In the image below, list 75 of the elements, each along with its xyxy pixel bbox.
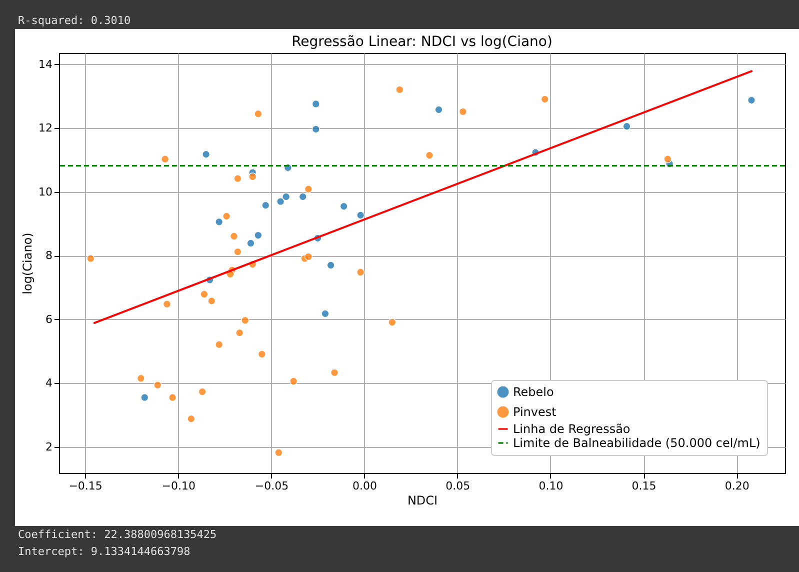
point <box>262 201 270 210</box>
point <box>304 252 313 261</box>
y-tick-label: 10 <box>38 185 52 198</box>
legend-label: Limite de Balneabilidade (50.000 cel/mL) <box>513 436 760 450</box>
x-tick-label: 0.00 <box>352 480 378 492</box>
point <box>664 155 672 164</box>
point <box>326 261 335 270</box>
point <box>161 155 170 164</box>
point <box>234 248 242 256</box>
point <box>136 374 146 382</box>
y-tick-label: 2 <box>46 440 52 454</box>
point <box>235 328 244 337</box>
point <box>140 393 149 402</box>
point <box>330 368 339 377</box>
point <box>234 174 242 183</box>
point <box>276 197 285 206</box>
legend-label: Pinvest <box>513 405 557 419</box>
point <box>254 231 262 240</box>
x-axis-title: NDCI <box>407 494 438 508</box>
y-tick-label: 4 <box>46 376 52 390</box>
point <box>356 268 365 276</box>
text: Coefficient: 22.38800968135425 <box>17 527 218 543</box>
x-tick-label: −0.05 <box>254 480 289 492</box>
x-tick-label: 0.20 <box>724 480 750 492</box>
point <box>254 110 262 118</box>
point <box>246 239 255 248</box>
point <box>356 211 365 220</box>
point <box>321 310 330 318</box>
x-tick-label: 0.05 <box>446 480 470 492</box>
point <box>540 95 549 104</box>
point <box>396 86 404 94</box>
point <box>312 125 320 134</box>
point <box>154 380 162 390</box>
y-tick-label: 14 <box>38 58 52 71</box>
point <box>198 388 206 396</box>
point <box>434 106 443 114</box>
point <box>230 232 238 240</box>
point <box>298 192 307 201</box>
legend-label: Linha de Regressão <box>513 422 630 436</box>
point <box>222 212 231 220</box>
x-tick-label: 0.10 <box>538 480 564 492</box>
text: Intercept: 9.1334144663798 <box>17 544 192 560</box>
point <box>458 108 468 116</box>
point <box>289 377 298 386</box>
point <box>202 150 210 158</box>
point <box>622 122 631 130</box>
point <box>312 100 320 108</box>
point <box>187 414 196 423</box>
text: R-squared: 0.3010 <box>17 13 132 29</box>
point <box>162 300 172 308</box>
point <box>340 202 348 210</box>
point <box>388 318 396 326</box>
y-tick-label: 6 <box>46 312 52 326</box>
point <box>168 393 177 402</box>
point <box>86 254 95 263</box>
point <box>208 296 216 306</box>
point <box>747 96 756 104</box>
legend-label: Rebelo <box>513 385 554 399</box>
point <box>241 316 250 324</box>
point <box>274 448 283 457</box>
y-tick-label: 8 <box>46 249 52 262</box>
y-axis-title: log(Ciano) <box>20 232 35 294</box>
point <box>214 340 224 349</box>
point <box>214 218 224 226</box>
point <box>248 172 257 181</box>
chart-title: Regressão Linear: NDCI vs log(Ciano) <box>292 34 552 50</box>
y-tick-label: 12 <box>38 122 52 135</box>
x-tick-label: −0.10 <box>162 480 196 492</box>
point <box>304 184 313 194</box>
x-tick-label: −0.15 <box>68 480 102 492</box>
point <box>200 290 208 298</box>
point <box>258 350 266 358</box>
x-tick-label: 0.15 <box>632 480 656 492</box>
point <box>425 151 434 160</box>
point <box>282 192 290 201</box>
